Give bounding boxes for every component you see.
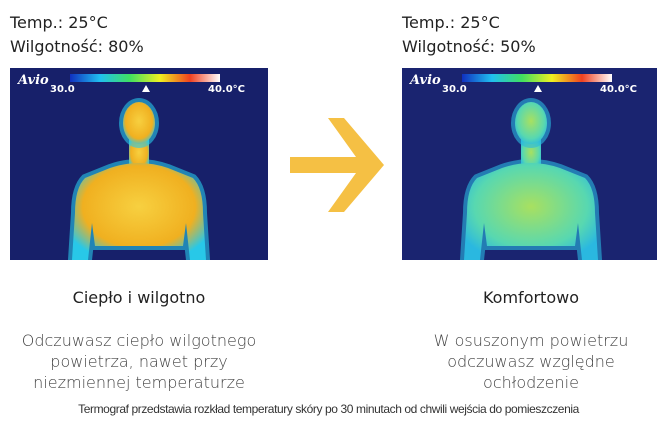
body xyxy=(464,163,598,260)
color-scale xyxy=(462,74,612,82)
scale-min: 30.0 xyxy=(442,84,467,95)
brand: Avio xyxy=(408,73,441,88)
head xyxy=(515,102,547,144)
scale-marker xyxy=(534,85,542,92)
color-scale xyxy=(70,74,220,82)
scale-min: 30.0 xyxy=(50,84,75,95)
panel-title: Ciepło i wilgotno xyxy=(72,288,206,307)
scale-max: 40.0°C xyxy=(600,84,637,95)
description-line: niezmiennej temperaturze xyxy=(33,373,245,392)
description-line: Odczuwasz ciepło wilgotnego xyxy=(21,331,257,350)
description-line: W osuszonym powietrzu xyxy=(433,331,629,350)
panel-description: Odczuwasz ciepło wilgotnego powietrza, na… xyxy=(0,330,289,393)
panel-title: Komfortowo xyxy=(482,288,579,307)
head xyxy=(123,102,155,144)
description-line: ochłodzenie xyxy=(483,373,579,392)
arrow xyxy=(290,118,384,212)
temperature-label: Temp.: 25°C xyxy=(402,13,500,32)
brand: Avio xyxy=(16,73,49,88)
scale-marker xyxy=(142,85,150,92)
caption: Termograf przedstawia rozkład temperatur… xyxy=(78,402,579,416)
humidity-label: Wilgotność: 80% xyxy=(10,37,144,56)
scale-max: 40.0°C xyxy=(208,84,245,95)
temperature-label: Temp.: 25°C xyxy=(10,13,108,32)
body xyxy=(72,163,206,260)
description-line: powietrza, nawet przy xyxy=(50,352,228,371)
panel-description: W osuszonym powietrzu odczuwasz względne o… xyxy=(381,330,657,393)
description-line: odczuwasz względne xyxy=(447,352,615,371)
humidity-label: Wilgotność: 50% xyxy=(402,37,536,56)
